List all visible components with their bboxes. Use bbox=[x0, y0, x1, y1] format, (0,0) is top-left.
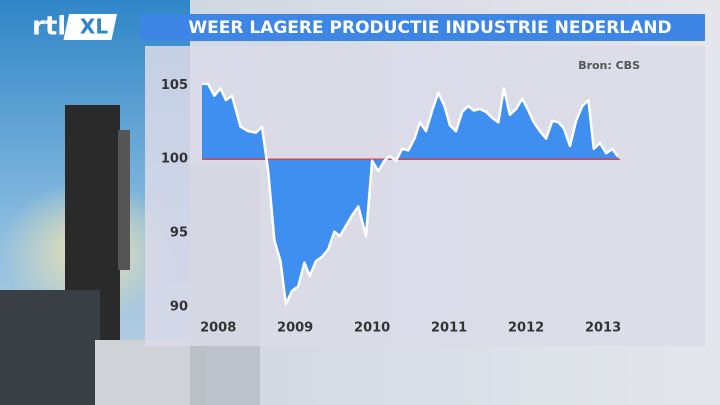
tank bbox=[0, 290, 100, 405]
title-bar bbox=[140, 14, 705, 41]
logo-badge bbox=[63, 14, 118, 40]
y-tick-label: 90 bbox=[170, 300, 188, 315]
y-tick-label: 95 bbox=[170, 226, 188, 241]
logo-badge-text: XL bbox=[80, 15, 108, 39]
x-tick-label: 2010 bbox=[354, 321, 390, 336]
chart-panel bbox=[145, 46, 705, 346]
chimney-ladder bbox=[118, 130, 130, 270]
plot: 90 95 100 105 2008 2009 2010 2011 2012 2013 bbox=[161, 78, 621, 336]
y-tick-label: 105 bbox=[161, 78, 188, 93]
x-tick-label: 2011 bbox=[431, 321, 467, 336]
tank bbox=[95, 340, 205, 405]
x-tick-label: 2009 bbox=[277, 321, 313, 336]
chart-title: WEER LAGERE PRODUCTIE INDUSTRIE NEDERLAN… bbox=[188, 18, 671, 38]
y-tick-label: 100 bbox=[161, 152, 188, 167]
x-tick-label: 2013 bbox=[585, 321, 621, 336]
line bbox=[202, 82, 619, 306]
x-tick-label: 2008 bbox=[200, 321, 236, 336]
area bbox=[202, 83, 618, 305]
logo-text: rtl bbox=[32, 12, 66, 42]
source: Bron: CBS bbox=[578, 59, 640, 72]
x-tick-label: 2012 bbox=[508, 321, 544, 336]
